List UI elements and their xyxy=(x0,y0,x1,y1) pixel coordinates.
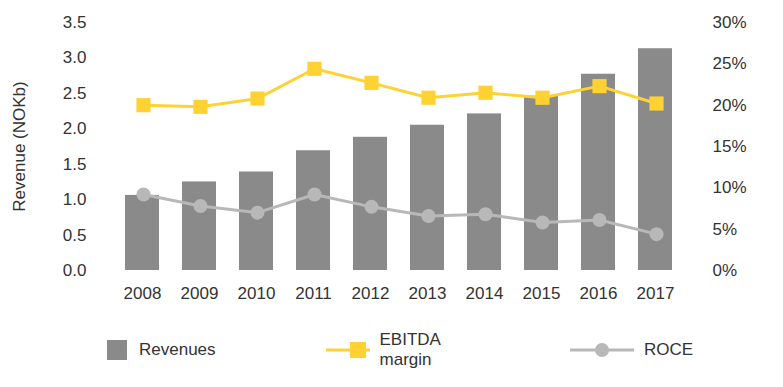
svg-text:2008: 2008 xyxy=(124,284,162,303)
svg-text:2017: 2017 xyxy=(637,284,675,303)
svg-text:2011: 2011 xyxy=(295,284,332,303)
svg-text:3.0: 3.0 xyxy=(63,48,87,67)
svg-text:5%: 5% xyxy=(713,220,738,239)
svg-text:25%: 25% xyxy=(713,54,747,73)
svg-text:2.5: 2.5 xyxy=(63,84,87,103)
svg-text:1.0: 1.0 xyxy=(63,190,87,209)
svg-text:15%: 15% xyxy=(713,137,747,156)
svg-text:2013: 2013 xyxy=(409,284,447,303)
svg-text:1.5: 1.5 xyxy=(63,155,87,174)
svg-text:2014: 2014 xyxy=(466,284,504,303)
html-text:ROCE: ROCE xyxy=(644,340,694,359)
svg-text:Revenue (NOKb): Revenue (NOKb) xyxy=(10,81,29,211)
svg-text:3.5: 3.5 xyxy=(63,13,87,32)
svg-text:2009: 2009 xyxy=(181,284,219,303)
html-text:Revenues: Revenues xyxy=(139,340,216,359)
svg-text:2015: 2015 xyxy=(523,284,561,303)
svg-text:2016: 2016 xyxy=(580,284,618,303)
svg-text:0.0: 0.0 xyxy=(63,261,87,280)
svg-text:10%: 10% xyxy=(713,178,747,197)
html-text:EBITDA margin: EBITDA margin xyxy=(379,330,440,369)
svg-text:0.5: 0.5 xyxy=(63,226,87,245)
svg-text:20%: 20% xyxy=(713,96,747,115)
svg-text:2010: 2010 xyxy=(238,284,276,303)
svg-text:2012: 2012 xyxy=(352,284,390,303)
svg-text:30%: 30% xyxy=(713,13,747,32)
svg-text:2.0: 2.0 xyxy=(63,119,87,138)
svg-text:0%: 0% xyxy=(713,261,738,280)
